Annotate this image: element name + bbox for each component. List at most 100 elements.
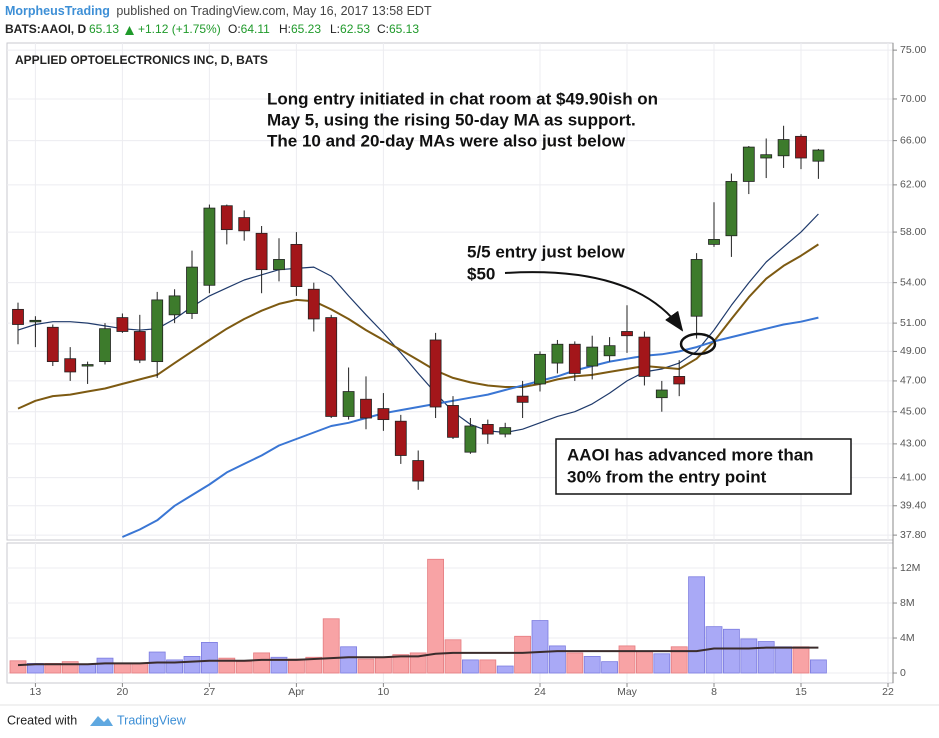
moving-average <box>122 316 819 538</box>
candle-body <box>690 259 703 317</box>
annotation: AAOI has advanced more than <box>567 445 814 464</box>
candle-body <box>638 336 651 377</box>
volume-bar <box>479 659 497 674</box>
candle-body <box>238 217 251 232</box>
ohlc-label: H: <box>279 22 291 36</box>
volume-bar <box>61 661 79 674</box>
volume-bar <box>427 558 445 674</box>
x-tick-label: 27 <box>204 686 216 698</box>
x-tick-label: May <box>617 686 638 698</box>
y-tick-label: 75.00 <box>900 44 926 56</box>
volume-bar <box>409 652 427 674</box>
candle-body <box>220 205 233 231</box>
volume-bar <box>514 635 531 674</box>
candle-body <box>394 420 407 456</box>
candle-body <box>586 346 599 367</box>
volume-bar <box>9 660 27 674</box>
volume-bar <box>131 663 149 674</box>
author[interactable]: MorpheusTrading <box>5 4 110 18</box>
y-tick-label: 66.00 <box>900 134 926 146</box>
change: +1.12 (+1.75%) <box>138 22 221 36</box>
annotation: $50 <box>467 264 495 283</box>
volume-bar <box>461 659 479 674</box>
logo <box>90 716 113 726</box>
volume-bar <box>757 641 775 674</box>
x-tick-label: 22 <box>882 686 894 698</box>
candle-body <box>760 154 773 159</box>
candle-body <box>116 317 129 332</box>
annotation: Long entry initiated in chat room at $49… <box>267 89 658 108</box>
candle-body <box>725 181 738 237</box>
candle-body <box>81 364 94 367</box>
volume-bar <box>496 665 514 674</box>
y-tick-label: 45.00 <box>900 405 926 417</box>
ohlc-item: L:62.53 <box>330 22 370 36</box>
candle-body <box>342 391 355 417</box>
volume-bar <box>670 646 688 674</box>
volume-bar <box>566 652 584 674</box>
candle-body <box>499 427 512 435</box>
volume-plot <box>9 558 827 674</box>
x-tick-label: 8 <box>711 686 717 698</box>
annotation: The 10 and 20-day MAs were also just bel… <box>267 131 626 150</box>
candle-body <box>133 331 146 361</box>
annotation: May 5, using the rising 50-day MA as sup… <box>267 110 636 129</box>
volume-bar <box>114 663 131 674</box>
header-line: MorpheusTrading published on TradingView… <box>5 4 432 18</box>
volume-bar <box>444 639 462 674</box>
y-tick-label: 8M <box>900 597 915 609</box>
footer-brand[interactable]: TradingView <box>117 713 187 727</box>
candle-body <box>621 331 633 337</box>
ohlc: O:64.11 H:65.23 L:62.53 C:65.13 <box>228 22 419 36</box>
volume-bar <box>740 638 758 674</box>
volume-bar <box>270 656 288 674</box>
candle-body <box>708 239 720 245</box>
candle-body <box>255 232 268 271</box>
candle-body <box>812 149 825 162</box>
volume-bar <box>775 646 792 674</box>
entry-circle <box>679 332 717 356</box>
volume-bar <box>253 652 271 674</box>
ohlc-item: C:65.13 <box>377 22 419 36</box>
candle-body <box>64 358 77 373</box>
volume-bar <box>531 620 549 674</box>
axes: 13 20 27 Apr 10 24 May 8 15 22 37.80 39.40 41.00 43.0… <box>30 43 926 698</box>
candle-body <box>186 266 198 314</box>
candle-body <box>360 398 372 419</box>
volume-bar <box>287 658 305 674</box>
y-tick-label: 43.00 <box>900 438 926 450</box>
volume-bar <box>235 661 253 674</box>
volume-bar <box>79 663 96 674</box>
ohlc-label: L: <box>330 22 340 36</box>
volume-bar <box>810 659 827 674</box>
x-tick-label: 15 <box>795 686 807 698</box>
volume-bar <box>583 656 601 674</box>
candle-body <box>568 343 581 374</box>
y-tick-label: 54.00 <box>900 276 926 288</box>
arrow <box>504 271 684 332</box>
candle-body <box>46 326 59 363</box>
volume-bar <box>96 657 114 674</box>
ohlc-item: O:64.11 <box>228 22 270 36</box>
volume-bar <box>218 657 236 674</box>
candle-body <box>325 317 338 417</box>
ohlc-value: 62.53 <box>340 22 370 36</box>
candle-body <box>99 328 111 363</box>
candle-body <box>447 405 459 438</box>
x-tick-label: 24 <box>534 686 546 698</box>
annotation: 5/5 entry just below <box>467 242 626 261</box>
candle-body <box>481 424 494 435</box>
ohlc-value: 65.23 <box>291 22 321 36</box>
candle-body <box>151 299 164 363</box>
candle-body <box>168 295 181 316</box>
candle-body <box>203 207 216 286</box>
candle-body <box>412 460 425 482</box>
y-tick-label: 41.00 <box>900 471 926 483</box>
volume-bar <box>305 656 323 674</box>
footer-text: Created with <box>7 713 77 727</box>
candle-body <box>464 425 477 453</box>
candle-body <box>12 308 24 325</box>
x-tick-label: Apr <box>288 686 305 698</box>
